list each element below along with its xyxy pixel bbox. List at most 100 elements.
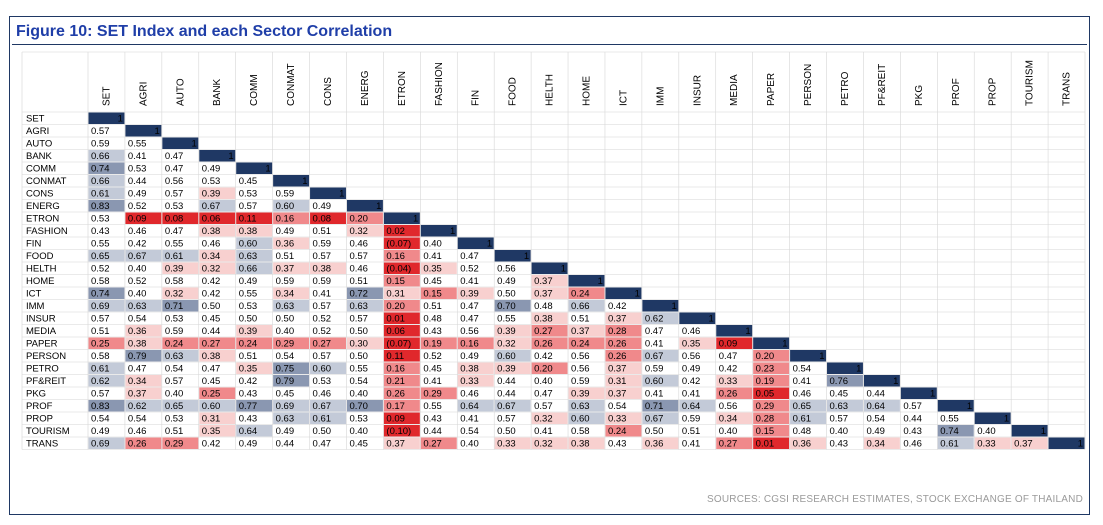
heatmap-cell	[531, 312, 568, 324]
heatmap-cell	[494, 387, 531, 399]
heatmap-cell	[199, 325, 236, 337]
cell-label: 0.41	[645, 339, 664, 350]
heatmap-cell	[753, 337, 790, 349]
heatmap-cell	[273, 312, 310, 324]
cell-label: 0.54	[128, 314, 147, 325]
cell-label: 0.67	[645, 414, 664, 425]
cell-label: 0.51	[165, 426, 184, 437]
row-label: FASHION	[26, 226, 68, 237]
heatmap-cell	[900, 400, 937, 412]
row-label: ICT	[26, 289, 42, 300]
heatmap-cell	[383, 225, 420, 237]
heatmap-cell	[753, 400, 790, 412]
heatmap-cell	[642, 300, 679, 312]
heatmap-cell	[568, 375, 605, 387]
diagonal-label: 1	[228, 151, 233, 162]
cell-label: 0.38	[460, 364, 479, 375]
heatmap-cell	[236, 262, 273, 274]
heatmap-cell	[88, 362, 125, 374]
column-header: SET	[101, 87, 112, 106]
heatmap-cell	[716, 412, 753, 424]
cell-label: 0.43	[423, 414, 442, 425]
cell-label: 0.37	[534, 276, 553, 287]
cell-label: 0.41	[682, 439, 701, 450]
heatmap-cell	[531, 325, 568, 337]
heatmap-cell	[642, 362, 679, 374]
heatmap-cell	[125, 375, 162, 387]
cell-label: 0.15	[386, 276, 405, 287]
heatmap-cell	[162, 300, 199, 312]
diagonal-label: 1	[524, 251, 529, 262]
column-header: AGRI	[138, 82, 149, 106]
cell-label: 0.55	[165, 239, 184, 250]
heatmap-cell	[531, 337, 568, 349]
cell-label: 0.43	[91, 226, 110, 237]
cell-label: 0.47	[165, 226, 184, 237]
heatmap-cell	[236, 200, 273, 212]
cell-label: 0.60	[571, 414, 590, 425]
cell-label: 0.57	[91, 389, 110, 400]
cell-label: 0.29	[165, 439, 184, 450]
heatmap-cell	[88, 387, 125, 399]
heatmap-cell	[88, 437, 125, 449]
diagonal-label: 1	[672, 301, 677, 312]
heatmap-cell	[310, 325, 346, 337]
heatmap-cell	[753, 437, 790, 449]
cell-label: 0.54	[866, 414, 885, 425]
heatmap-cell	[162, 162, 199, 174]
heatmap-cell	[125, 325, 162, 337]
cell-label: 0.57	[830, 414, 849, 425]
heatmap-cell	[346, 312, 383, 324]
cell-label: 0.63	[239, 251, 258, 262]
column-header: COMM	[249, 74, 260, 106]
cell-label: 0.57	[903, 401, 922, 412]
cell-label: 0.61	[91, 189, 110, 200]
heatmap-cell	[199, 262, 236, 274]
cell-label: 0.47	[165, 164, 184, 175]
cell-label: 0.56	[460, 326, 479, 337]
row-label: ETRON	[26, 214, 59, 225]
diagonal-label: 1	[155, 126, 160, 137]
cell-label: 0.19	[756, 376, 775, 387]
heatmap-cell	[199, 287, 236, 299]
heatmap-cell	[273, 187, 310, 199]
row-label: SET	[26, 114, 45, 125]
heatmap-cell	[790, 350, 827, 362]
heatmap-cell	[605, 287, 642, 299]
cell-label: 0.57	[313, 351, 332, 362]
heatmap-cell	[125, 350, 162, 362]
heatmap-cell	[605, 412, 642, 424]
cell-label: 0.46	[128, 226, 147, 237]
cell-label: 0.45	[423, 364, 442, 375]
heatmap-cell	[457, 287, 494, 299]
heatmap-cell	[753, 375, 790, 387]
heatmap-cell	[310, 412, 346, 424]
heatmap-cell	[310, 400, 346, 412]
heatmap-cell	[346, 350, 383, 362]
cell-label: 0.45	[239, 176, 258, 187]
heatmap-cell	[383, 262, 420, 274]
cell-label: 0.59	[165, 326, 184, 337]
cell-label: 0.27	[202, 339, 221, 350]
heatmap-cell	[162, 287, 199, 299]
heatmap-cell	[236, 175, 273, 187]
cell-label: 0.53	[165, 414, 184, 425]
cell-label: 0.53	[313, 376, 332, 387]
cell-label: 0.59	[276, 276, 295, 287]
cell-label: 0.63	[830, 401, 849, 412]
heatmap-cell	[974, 412, 1011, 424]
cell-label: 0.26	[534, 339, 553, 350]
heatmap-cell	[827, 425, 863, 437]
heatmap-cell	[457, 337, 494, 349]
column-header: CONMAT	[286, 63, 297, 106]
cell-label: 0.17	[386, 401, 405, 412]
heatmap-cell	[125, 262, 162, 274]
heatmap-cell	[310, 187, 346, 199]
cell-label: 0.49	[239, 276, 258, 287]
heatmap-cell	[494, 275, 531, 287]
cell-label: 0.31	[386, 289, 405, 300]
cell-label: 0.40	[460, 439, 479, 450]
cell-label: 0.50	[239, 314, 258, 325]
heatmap-cell	[273, 425, 310, 437]
cell-label: 0.50	[349, 351, 368, 362]
